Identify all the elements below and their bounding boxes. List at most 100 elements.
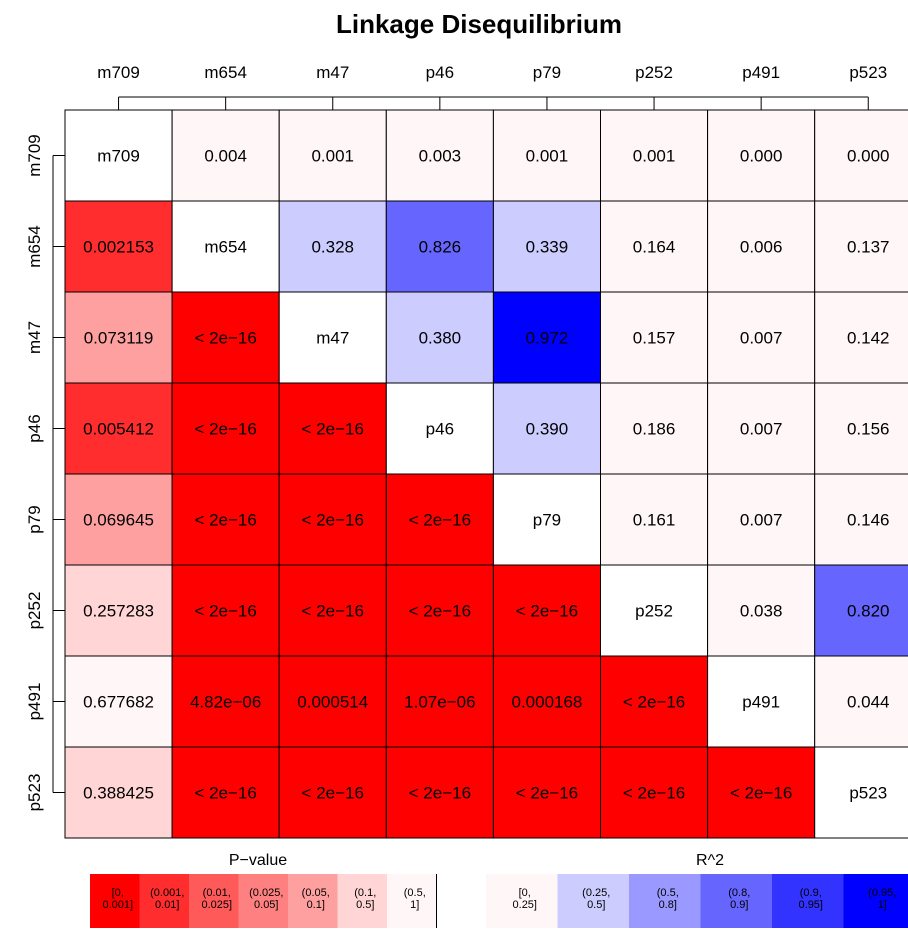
top-axis-tick-label: p523 [849,63,887,82]
cell-value-label: 0.142 [847,329,890,348]
cell-value-label: p46 [426,420,454,439]
cell-value-label: 0.677682 [83,693,154,712]
cell-value-label: 0.972 [526,329,569,348]
legend-swatch [337,874,387,928]
heatmap-cell [171,200,280,293]
cell-value-label: m654 [204,238,247,257]
heatmap-cell [385,746,494,839]
heatmap-cell [171,473,280,566]
cell-value-label: p491 [742,693,780,712]
cell-value-label: < 2e−16 [194,511,256,530]
left-axis-tick-label: p491 [25,683,44,721]
legend-bin-label: 0.8] [659,899,677,911]
cell-value-label: 0.000168 [511,693,582,712]
heatmap-cell [385,655,494,748]
cell-value-label: 0.004 [204,147,247,166]
cell-value-label: 0.257283 [83,602,154,621]
cell-value-label: < 2e−16 [194,420,256,439]
left-axis-tick-label: p523 [25,774,44,812]
left-axis-tick-label: p46 [25,414,44,442]
cell-value-label: 0.007 [740,420,783,439]
cell-value-label: 0.826 [419,238,462,257]
cell-value-label: 0.146 [847,511,890,530]
heatmap-cell [278,382,387,475]
left-axis-tick-label: m654 [25,225,44,268]
cell-value-label: m709 [97,147,140,166]
cell-value-label: 0.007 [740,329,783,348]
heatmap-cell [492,746,601,839]
legend-bin-label: 0.025] [201,899,232,911]
top-axis-tick-label: p79 [533,63,561,82]
legend-swatch [629,874,701,928]
left-axis-tick-label: m47 [25,321,44,354]
cell-value-label: 0.000 [740,147,783,166]
top-axis-tick-label: m709 [97,63,140,82]
cell-value-label: < 2e−16 [302,420,364,439]
cell-value-label: 0.000514 [297,693,368,712]
cell-value-label: < 2e−16 [194,602,256,621]
heatmap-cell [814,473,908,566]
cell-value-label: < 2e−16 [302,602,364,621]
cell-value-label: 0.339 [526,238,569,257]
cell-value-label: 0.005412 [83,420,154,439]
heatmap-cell [385,109,494,202]
legend-swatch [189,874,239,928]
legend-bin-label: (0.9, [800,887,822,899]
legend-bin-label: 0.1] [307,899,325,911]
r2-legend: R^2 [0,0.25] (0.25,0.5] (0.5,0.8] (0.8,0.9]… [486,852,908,928]
cell-value-label: < 2e−16 [623,693,685,712]
heatmap-cell [171,564,280,657]
heatmap-cell [64,291,173,384]
cell-value-label: 0.380 [419,329,462,348]
heatmap-cell [278,655,387,748]
legend-bin-label: (0.01, [203,887,231,899]
cell-value-label: 0.001 [633,147,676,166]
legend-bin-label: (0.05, [302,887,330,899]
legend-bin-label: 0.95] [799,899,823,911]
heatmap-cell [64,382,173,475]
heatmap-cell [492,291,601,384]
heatmap-cell [707,564,816,657]
heatmap-cell [492,473,601,566]
legend-bin-label: 1] [878,899,887,911]
heatmap-cell [492,382,601,475]
legend-bin-label: (0.5, [657,887,679,899]
left-axis-tick-label: p252 [25,592,44,630]
cell-value-label: 0.161 [633,511,676,530]
heatmap-cell [64,655,173,748]
legend-bin-label: (0.8, [728,887,750,899]
heatmap-cell [814,564,908,657]
cell-value-label: 0.001 [311,147,354,166]
legend-swatch [288,874,338,928]
r2-legend-title: R^2 [696,852,724,869]
heatmap-cell [385,291,494,384]
cell-value-label: 0.820 [847,602,890,621]
cell-value-label: 0.006 [740,238,783,257]
left-axis-tick-label: m709 [25,134,44,177]
heatmap-cell [171,291,280,384]
cell-value-label: < 2e−16 [516,784,578,803]
heatmap-cell [814,200,908,293]
cell-value-label: 0.000 [847,147,890,166]
cell-value-label: < 2e−16 [516,602,578,621]
cell-value-label: 0.388425 [83,784,154,803]
cell-value-label: 0.137 [847,238,890,257]
legend-bin-label: (0.95, [868,887,896,899]
cell-value-label: 0.073119 [84,329,154,348]
top-axis-tick-label: m47 [316,63,349,82]
cell-value-label: 0.044 [847,693,890,712]
legend-bin-label: 0.9] [730,899,748,911]
heatmap-cell [171,746,280,839]
heatmap-cell [600,291,709,384]
heatmap-cell [171,382,280,475]
legend-bin-label: (0.5, [404,887,426,899]
legend-swatch [772,874,844,928]
cell-value-label: < 2e−16 [302,511,364,530]
heatmap-cell [814,382,908,475]
legend-bin-label: 0.001] [102,899,133,911]
cell-value-label: 0.164 [633,238,676,257]
legend-bin-label: 1] [410,899,419,911]
heatmap-grid: m709 0.004 0.001 0.003 0.001 0.001 0.000 0.000 0… [64,109,908,839]
heatmap-cell [278,200,387,293]
